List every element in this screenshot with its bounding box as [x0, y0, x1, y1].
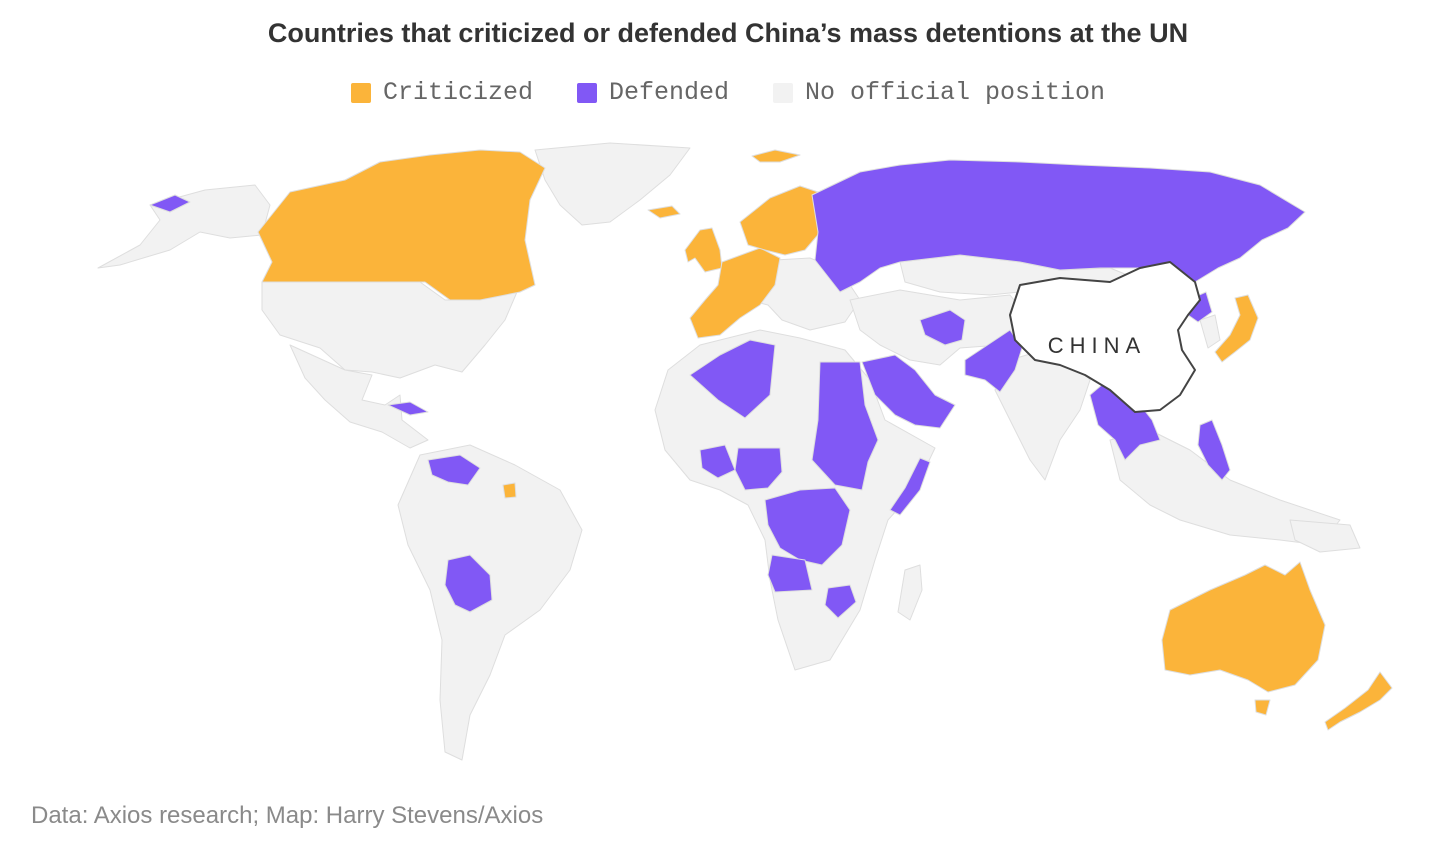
legend-swatch-no-position	[773, 82, 793, 103]
legend-swatch-defended	[576, 82, 597, 103]
region-zimbabwe	[824, 584, 857, 619]
legend-item-no-position: No official position	[773, 78, 1105, 107]
region-nordics	[739, 185, 823, 256]
region-greenland	[534, 142, 691, 226]
region-madagascar	[897, 564, 923, 621]
region-somalia	[889, 457, 931, 516]
legend-swatch-criticized	[350, 82, 371, 103]
region-canada	[257, 149, 546, 301]
legend: Criticized Defended No official position	[0, 78, 1456, 107]
region-arabia	[861, 354, 956, 429]
criticized-regions	[257, 149, 1393, 731]
region-central-africa	[764, 487, 851, 566]
region-french-guiana	[502, 482, 517, 499]
region-uk-ireland	[684, 227, 723, 273]
world-map-svg: CHINA	[97, 142, 1393, 761]
region-papua-new-guinea	[1289, 519, 1361, 553]
source-credit: Data: Axios research; Map: Harry Stevens…	[31, 802, 544, 829]
legend-label-defended: Defended	[608, 78, 729, 107]
region-western-europe	[689, 247, 781, 339]
region-egypt-sudan	[811, 361, 879, 491]
region-venezuela-cuba	[427, 454, 481, 486]
region-japan	[1214, 294, 1259, 363]
world-map: CHINA	[0, 120, 1456, 800]
legend-label-criticized: Criticized	[382, 78, 533, 107]
legend-item-criticized: Criticized	[350, 78, 533, 107]
region-cuba	[387, 401, 429, 416]
region-pakistan	[964, 329, 1023, 393]
region-chukotka-islands	[149, 194, 191, 213]
region-new-zealand	[1324, 671, 1393, 731]
defended-regions	[149, 159, 1306, 619]
region-angola	[767, 554, 813, 593]
region-china	[1009, 261, 1201, 413]
chart-title: Countries that criticized or defended Ch…	[267, 18, 1189, 48]
region-australia	[1161, 561, 1326, 693]
region-alaska	[97, 184, 271, 269]
region-algeria	[689, 339, 776, 419]
region-iceland	[647, 205, 681, 219]
region-nigeria	[734, 447, 783, 491]
legend-label-no-position: No official position	[805, 78, 1106, 107]
china-label: CHINA	[1048, 333, 1146, 358]
region-mexico-central-america	[289, 344, 429, 449]
region-korea	[1199, 314, 1221, 349]
region-svalbard	[751, 149, 801, 163]
legend-item-defended: Defended	[576, 78, 729, 107]
region-tasmania	[1254, 699, 1271, 716]
region-south-america	[397, 444, 583, 761]
region-russia	[811, 159, 1306, 293]
region-west-africa	[699, 444, 736, 479]
region-philippines	[1197, 419, 1231, 481]
region-iran-syria	[919, 309, 966, 346]
region-bolivia	[444, 554, 493, 613]
